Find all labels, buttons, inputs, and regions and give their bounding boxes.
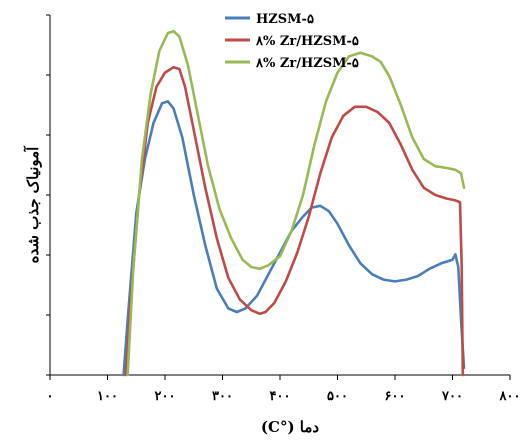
x-tick-label: ۶۰۰ (385, 389, 406, 404)
series-line-3 (126, 29, 466, 377)
y-axis-ticks (46, 14, 50, 376)
x-tick-label: ۱۰۰ (97, 389, 118, 404)
legend-label-2: ٨% Zr/HZSM-۵ (255, 34, 359, 49)
x-tick-label: ۵۰۰ (327, 389, 348, 404)
x-tick-label: ۴۰۰ (270, 389, 291, 404)
x-tick-label: ۰ (47, 389, 54, 404)
legend-label-3: ٨% Zr/HZSM-۵ (255, 56, 359, 71)
series-line-2 (124, 65, 465, 377)
x-axis-title: دما (°C) (261, 418, 319, 436)
x-tick-label: ۸۰۰ (499, 389, 521, 404)
x-tick-label: ۲۰۰ (155, 389, 176, 404)
legend: HZSM-۵ ٨% Zr/HZSM-۵ ٨% Zr/HZSM-۵ (225, 12, 359, 71)
series-lines (122, 29, 466, 377)
plot-area: ۰ ۱۰۰ ۲۰۰ ۳۰۰ ۴۰۰ ۵۰۰ ۶۰۰ ۷۰۰ ۸۰۰ (46, 14, 521, 404)
x-tick-label: ۳۰۰ (212, 389, 233, 404)
x-axis-ticks: ۰ ۱۰۰ ۲۰۰ ۳۰۰ ۴۰۰ ۵۰۰ ۶۰۰ ۷۰۰ ۸۰۰ (47, 375, 521, 404)
legend-label-1: HZSM-۵ (256, 12, 314, 27)
x-tick-label: ۷۰۰ (441, 389, 463, 404)
y-axis-title: آمونیاک جذب شده (23, 145, 42, 263)
series-line-1 (122, 100, 466, 377)
